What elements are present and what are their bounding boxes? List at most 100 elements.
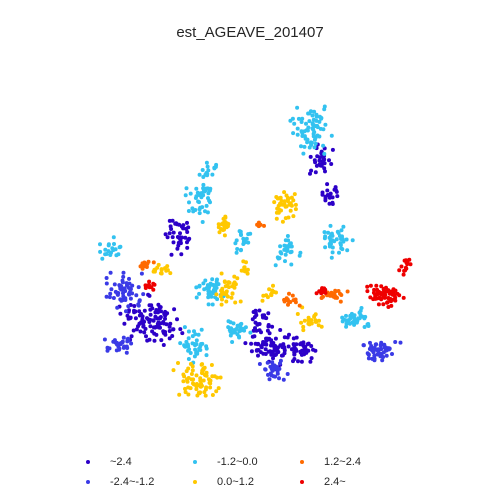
map-point: [372, 287, 377, 292]
map-point: [142, 330, 147, 335]
map-point: [104, 294, 109, 299]
map-point: [168, 224, 173, 229]
map-point: [102, 337, 107, 342]
map-point: [245, 271, 250, 276]
map-point: [344, 237, 349, 242]
map-point: [331, 292, 336, 297]
map-point: [291, 131, 296, 136]
map-point: [243, 341, 248, 346]
map-point: [317, 119, 322, 124]
map-point: [337, 234, 342, 238]
map-point: [165, 264, 170, 269]
map-point: [125, 283, 129, 288]
map-point: [214, 282, 218, 287]
map-point: [299, 144, 303, 149]
map-point: [225, 283, 229, 288]
map-point: [221, 221, 226, 226]
map-point: [171, 368, 176, 373]
map-point: [265, 295, 270, 300]
map-point: [168, 271, 173, 276]
map-point: [128, 296, 133, 301]
map-point: [203, 278, 208, 283]
map-point: [254, 328, 259, 333]
legend-label: 2.4~: [324, 476, 346, 488]
map-point: [313, 319, 318, 324]
map-point: [278, 195, 283, 200]
map-point: [267, 331, 272, 336]
map-point: [193, 196, 198, 200]
map-point: [282, 335, 287, 340]
map-point: [109, 287, 114, 292]
map-point: [397, 268, 402, 273]
map-point: [298, 342, 303, 347]
map-point: [129, 341, 134, 346]
map-point: [203, 209, 207, 214]
map-point: [253, 308, 258, 313]
map-point: [283, 259, 287, 264]
map-point: [208, 385, 213, 390]
map-point: [203, 387, 208, 392]
map-point: [98, 242, 102, 247]
map-point: [181, 223, 186, 228]
map-point: [200, 168, 205, 172]
map-point: [317, 318, 321, 323]
map-point: [281, 377, 286, 382]
map-point: [267, 377, 272, 382]
map-point: [314, 112, 319, 117]
map-point: [379, 340, 384, 345]
map-point: [196, 332, 201, 337]
map-point: [121, 274, 126, 279]
map-point: [151, 269, 156, 274]
map-point: [226, 319, 231, 324]
map-point: [185, 240, 189, 245]
map-point: [299, 320, 304, 325]
map-point: [140, 318, 145, 322]
map-point: [103, 247, 108, 252]
map-point: [121, 345, 126, 350]
map-point: [154, 332, 159, 337]
map-point: [249, 341, 254, 346]
map-point: [263, 367, 268, 372]
map-point: [136, 285, 141, 290]
map-point: [389, 303, 394, 308]
map-point: [284, 193, 289, 198]
map-point: [100, 256, 105, 261]
map-point: [200, 362, 205, 367]
map-point: [274, 290, 278, 295]
map-point: [153, 314, 158, 319]
map-point: [198, 376, 203, 381]
map-point: [206, 288, 211, 293]
map-point: [106, 242, 111, 247]
map-point: [310, 113, 315, 118]
map-point: [335, 295, 339, 300]
map-point: [275, 350, 280, 355]
map-point: [197, 291, 202, 296]
map-point: [126, 304, 131, 309]
map-point: [362, 325, 367, 329]
map-point: [368, 283, 373, 288]
map-point: [282, 298, 287, 302]
map-point: [182, 325, 187, 330]
map-point: [167, 231, 172, 236]
map-point: [186, 209, 191, 213]
map-point: [145, 316, 149, 321]
map-point: [159, 268, 164, 272]
map-point: [191, 381, 195, 386]
map-point: [235, 276, 240, 281]
map-point: [256, 353, 260, 358]
map-point: [186, 376, 191, 380]
map-point: [172, 307, 177, 312]
map-point: [241, 259, 246, 264]
map-point: [403, 265, 408, 270]
map-point: [340, 315, 345, 320]
map-point: [178, 237, 183, 241]
map-point: [207, 380, 212, 385]
map-point: [277, 207, 282, 212]
map-point: [350, 238, 355, 243]
map-point: [285, 335, 290, 340]
map-point: [231, 321, 236, 326]
map-point: [323, 169, 327, 174]
map-point: [161, 321, 166, 326]
map-point: [205, 173, 210, 178]
map-point: [151, 281, 156, 286]
